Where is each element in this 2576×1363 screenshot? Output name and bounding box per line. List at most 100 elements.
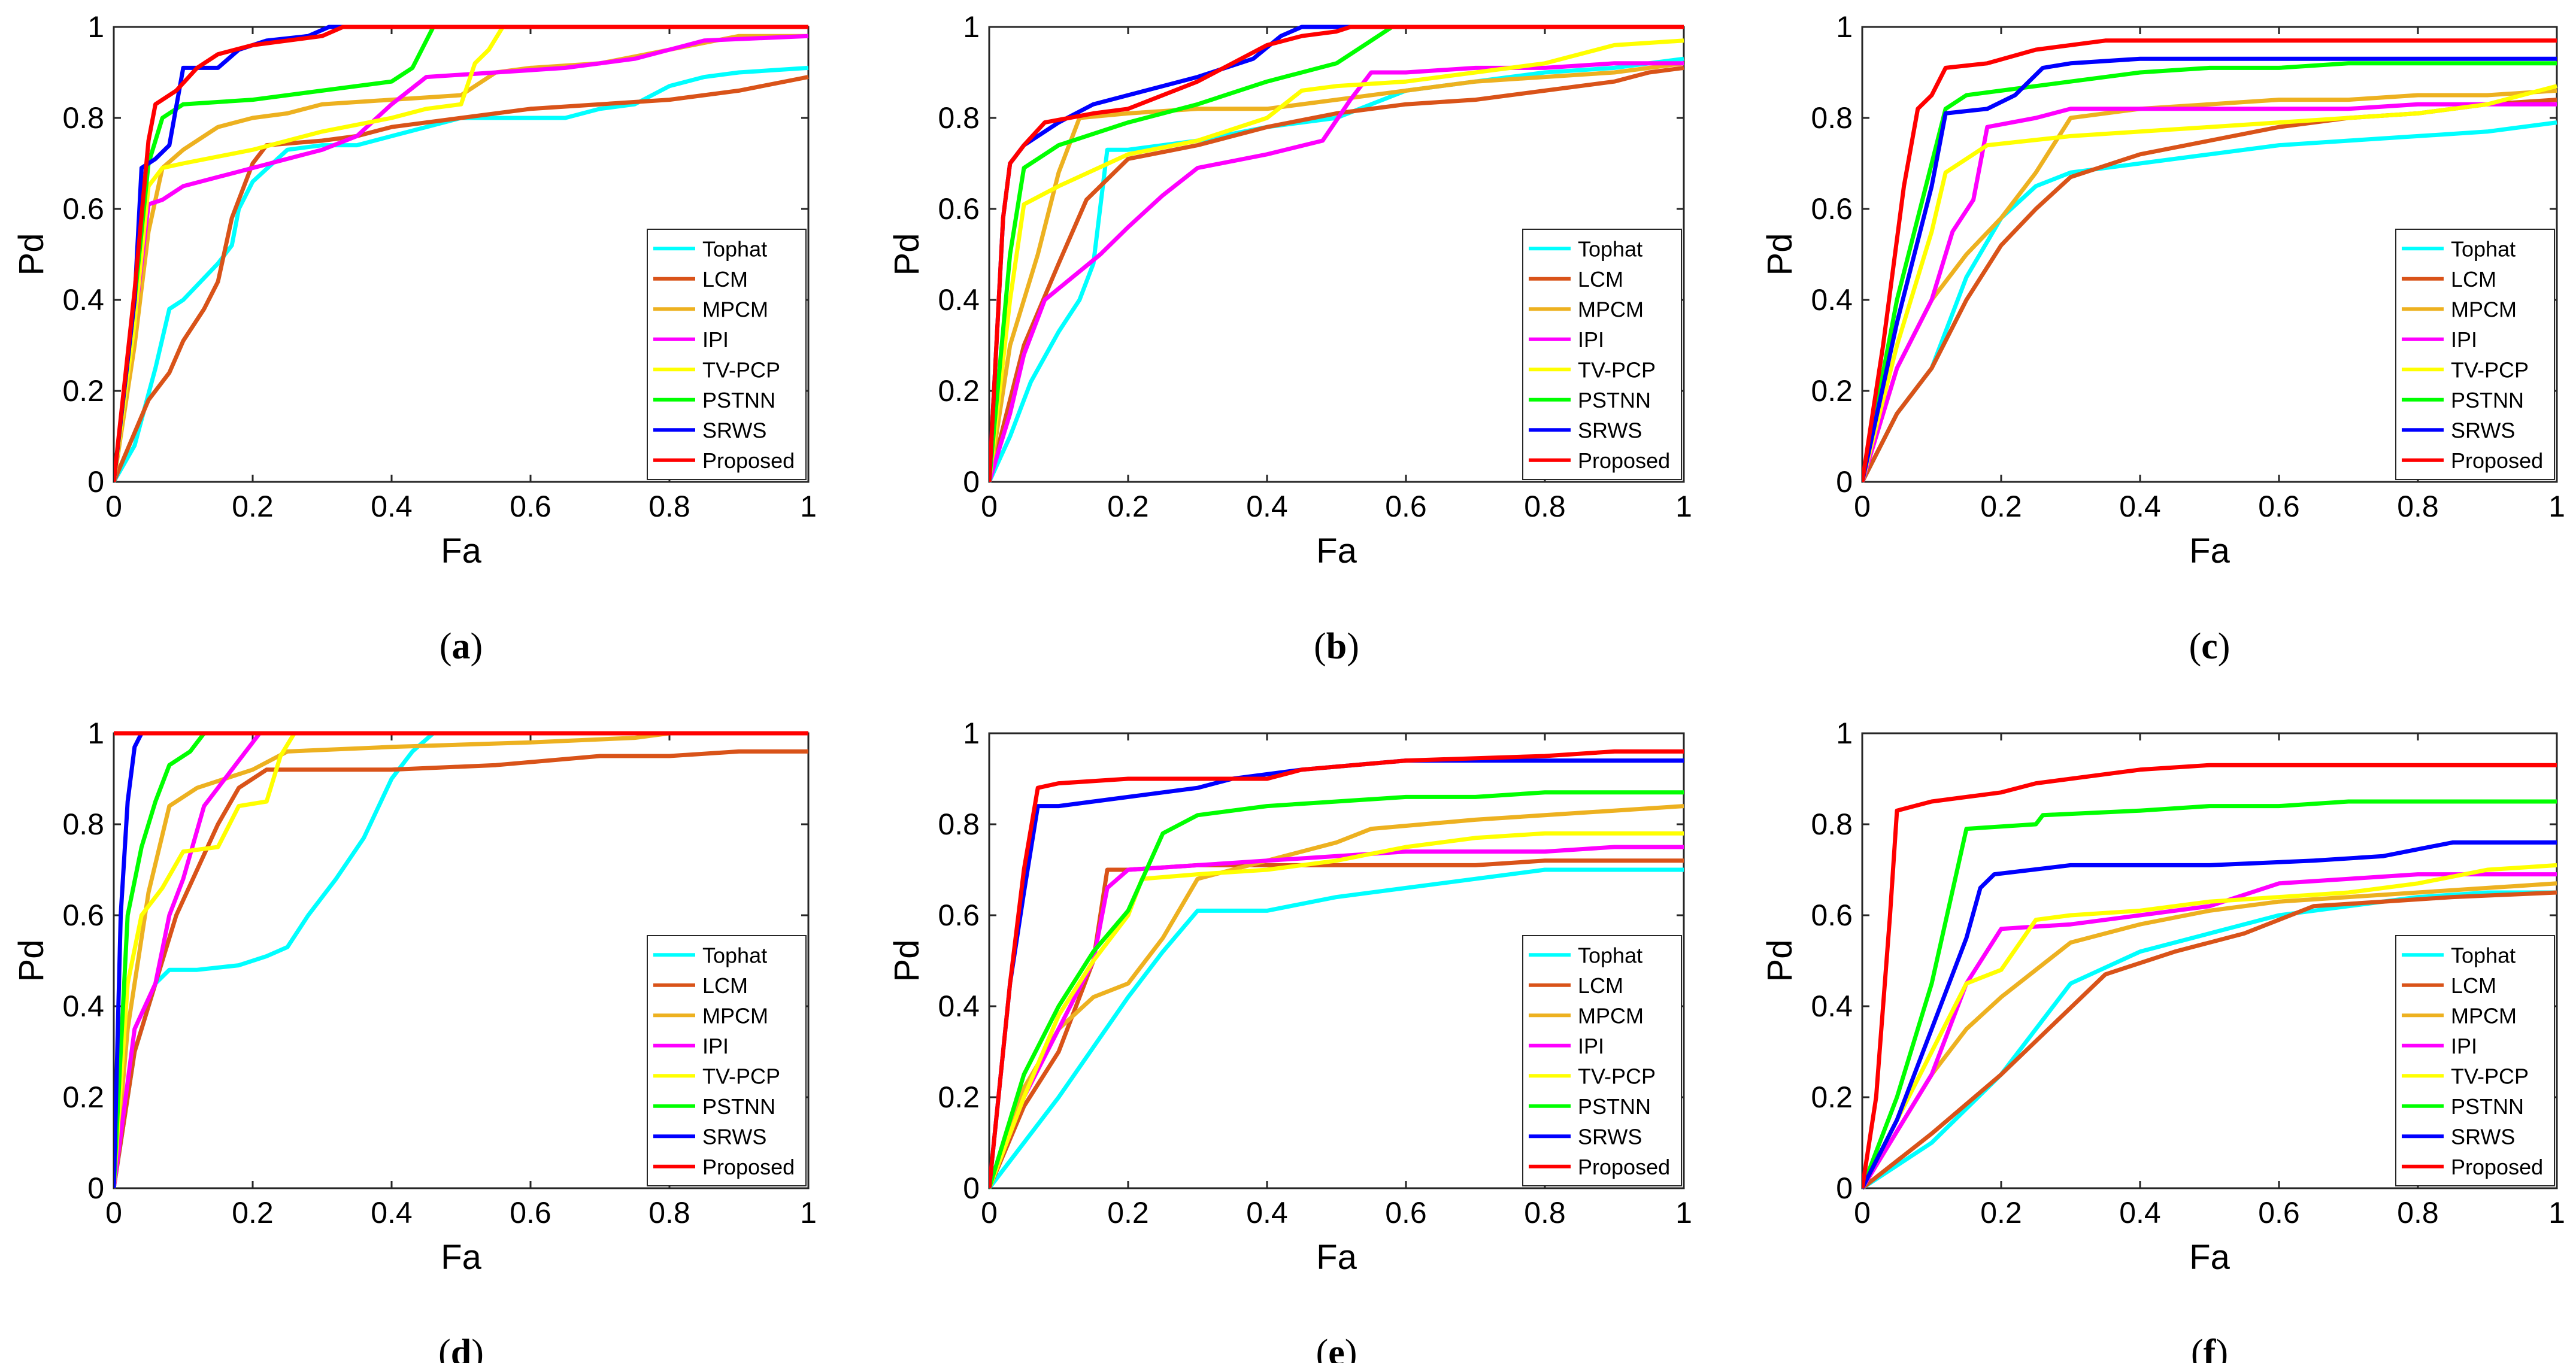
series-line-tv-pcp bbox=[1862, 84, 2557, 482]
legend-box bbox=[1522, 229, 1682, 480]
legend-entry: LCM bbox=[1578, 973, 1623, 998]
legend: Tophat LCM MPCM IPI TV-PCP PSTNN SRWS Proposed bbox=[647, 935, 807, 1186]
series-line-proposed bbox=[114, 25, 808, 482]
series-line-mpcm bbox=[989, 804, 1684, 1189]
series-line-pstnn bbox=[989, 790, 1684, 1189]
x-tick-label: 0 bbox=[105, 490, 122, 523]
series-line-lcm bbox=[114, 75, 809, 483]
legend-entry: LCM bbox=[2451, 973, 2496, 998]
series-line-tv-pcp bbox=[114, 25, 808, 482]
chart-panel: 0 0.2 0.4 0.6 0.8 1 0 0.2 0.4 0.6 0.8 1 Fa Pd Tophat LC… bbox=[12, 10, 817, 667]
panel-label: (c) bbox=[2189, 626, 2230, 667]
x-tick-label: 0.8 bbox=[2397, 1196, 2439, 1230]
y-tick-label: 0.2 bbox=[1811, 1080, 1853, 1114]
series-line-mpcm bbox=[989, 61, 1684, 482]
legend-entry: PSTNN bbox=[2451, 388, 2524, 412]
x-tick-label: 0.6 bbox=[1385, 490, 1427, 523]
x-tick-label: 0.4 bbox=[1246, 490, 1288, 523]
x-tick-label: 0.2 bbox=[232, 1196, 274, 1230]
x-tick-label: 0.6 bbox=[510, 490, 551, 523]
y-tick-label: 0.2 bbox=[938, 374, 980, 408]
x-tick-label: 0.8 bbox=[2397, 490, 2439, 523]
y-tick-label: 1 bbox=[963, 717, 980, 750]
y-tick-label: 1 bbox=[963, 10, 980, 44]
series-line-pstnn bbox=[114, 731, 808, 1189]
legend-entry: TV-PCP bbox=[702, 1064, 780, 1088]
series-line-tv-pcp bbox=[114, 731, 808, 1189]
x-tick-label: 0.2 bbox=[1107, 490, 1149, 523]
chart-panel: 0 0.2 0.4 0.6 0.8 1 0 0.2 0.4 0.6 0.8 1 Fa Pd Tophat LC… bbox=[12, 717, 817, 1363]
x-tick-label: 0.4 bbox=[2119, 1196, 2161, 1230]
x-tick-label: 0 bbox=[1854, 490, 1871, 523]
legend-entry: LCM bbox=[1578, 267, 1623, 292]
legend-entry: SRWS bbox=[2451, 1124, 2515, 1149]
series-line-tv-pcp bbox=[989, 38, 1684, 482]
series-line-tv-pcp bbox=[1862, 863, 2557, 1189]
legend-entry: Tophat bbox=[1578, 943, 1642, 967]
series-line-ipi bbox=[1862, 102, 2557, 483]
legend-entry: LCM bbox=[2451, 267, 2496, 292]
y-tick-label: 0.6 bbox=[62, 898, 104, 932]
x-axis-label: Fa bbox=[441, 532, 481, 570]
legend-entry: PSTNN bbox=[1578, 1094, 1651, 1119]
x-tick-label: 0.8 bbox=[1524, 490, 1566, 523]
y-tick-label: 0.4 bbox=[62, 283, 104, 317]
y-tick-label: 0 bbox=[1836, 465, 1853, 499]
series-line-ipi bbox=[114, 34, 809, 482]
series-line-lcm bbox=[989, 65, 1684, 482]
legend-entry: MPCM bbox=[702, 297, 768, 321]
y-tick-label: 0.6 bbox=[1811, 898, 1853, 932]
series-line-ipi bbox=[114, 731, 808, 1189]
y-tick-label: 0.2 bbox=[62, 374, 104, 408]
legend-entry: PSTNN bbox=[1578, 388, 1651, 412]
legend-entry: Tophat bbox=[1578, 236, 1642, 261]
legend-entry: MPCM bbox=[702, 1003, 768, 1028]
legend-box bbox=[647, 229, 807, 480]
y-tick-label: 0.2 bbox=[938, 1080, 980, 1114]
x-tick-label: 0.2 bbox=[232, 490, 274, 523]
x-tick-label: 0 bbox=[981, 1196, 998, 1230]
series-line-ipi bbox=[989, 61, 1684, 483]
panel-label: (d) bbox=[438, 1332, 484, 1363]
series-line-srws bbox=[1862, 840, 2557, 1189]
legend-entry: LCM bbox=[702, 267, 748, 292]
y-tick-label: 0 bbox=[963, 465, 980, 499]
y-axis-label: Pd bbox=[887, 233, 926, 276]
legend-entry: LCM bbox=[702, 973, 748, 998]
x-axis-label: Fa bbox=[2189, 532, 2230, 570]
x-tick-label: 0.6 bbox=[2258, 490, 2300, 523]
x-tick-label: 1 bbox=[2548, 1196, 2565, 1230]
y-axis-label: Pd bbox=[887, 940, 926, 982]
chart-panel: 0 0.2 0.4 0.6 0.8 1 0 0.2 0.4 0.6 0.8 1 Fa Pd Tophat LC… bbox=[887, 10, 1692, 667]
chart-panel: 0 0.2 0.4 0.6 0.8 1 0 0.2 0.4 0.6 0.8 1 Fa Pd Tophat LC… bbox=[887, 717, 1692, 1363]
legend-entry: MPCM bbox=[2451, 297, 2517, 321]
series-line-lcm bbox=[1862, 890, 2557, 1190]
legend-entry: Tophat bbox=[702, 236, 767, 261]
x-tick-label: 0.2 bbox=[1980, 490, 2022, 523]
y-tick-label: 0.4 bbox=[1811, 283, 1853, 317]
panel-label: (e) bbox=[1316, 1332, 1357, 1363]
panel-label: (f) bbox=[2191, 1332, 2228, 1363]
legend-entry: MPCM bbox=[1578, 1003, 1644, 1028]
y-axis-label: Pd bbox=[1760, 940, 1799, 982]
y-tick-label: 0 bbox=[87, 465, 104, 499]
series-line-pstnn bbox=[1862, 61, 2557, 482]
y-tick-label: 0.8 bbox=[1811, 808, 1853, 841]
y-tick-label: 0.6 bbox=[938, 192, 980, 226]
series-line-mpcm bbox=[1862, 88, 2557, 483]
y-axis-label: Pd bbox=[12, 233, 51, 276]
legend-entry: SRWS bbox=[702, 1124, 766, 1149]
y-tick-label: 0.8 bbox=[938, 808, 980, 841]
x-axis-label: Fa bbox=[2189, 1238, 2230, 1277]
x-tick-label: 0.4 bbox=[2119, 490, 2161, 523]
legend-entry: IPI bbox=[702, 1034, 729, 1058]
series-line-tv-pcp bbox=[989, 831, 1684, 1189]
y-tick-label: 1 bbox=[87, 10, 104, 44]
y-tick-label: 0.8 bbox=[1811, 101, 1853, 135]
series-line-pstnn bbox=[989, 25, 1684, 482]
y-tick-label: 0.2 bbox=[1811, 374, 1853, 408]
series-line-proposed bbox=[1862, 763, 2557, 1189]
series-line-lcm bbox=[114, 749, 808, 1189]
legend-entry: SRWS bbox=[1578, 1124, 1642, 1149]
